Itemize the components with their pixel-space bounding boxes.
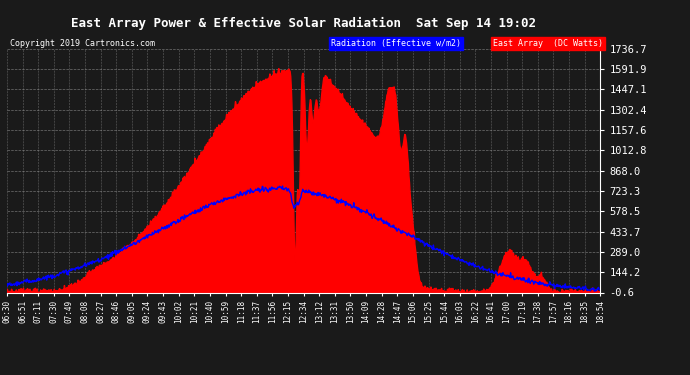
Text: East Array Power & Effective Solar Radiation  Sat Sep 14 19:02: East Array Power & Effective Solar Radia… — [71, 17, 536, 30]
Text: Copyright 2019 Cartronics.com: Copyright 2019 Cartronics.com — [10, 39, 155, 48]
Text: Radiation (Effective w/m2): Radiation (Effective w/m2) — [331, 39, 461, 48]
Text: East Array  (DC Watts): East Array (DC Watts) — [493, 39, 603, 48]
